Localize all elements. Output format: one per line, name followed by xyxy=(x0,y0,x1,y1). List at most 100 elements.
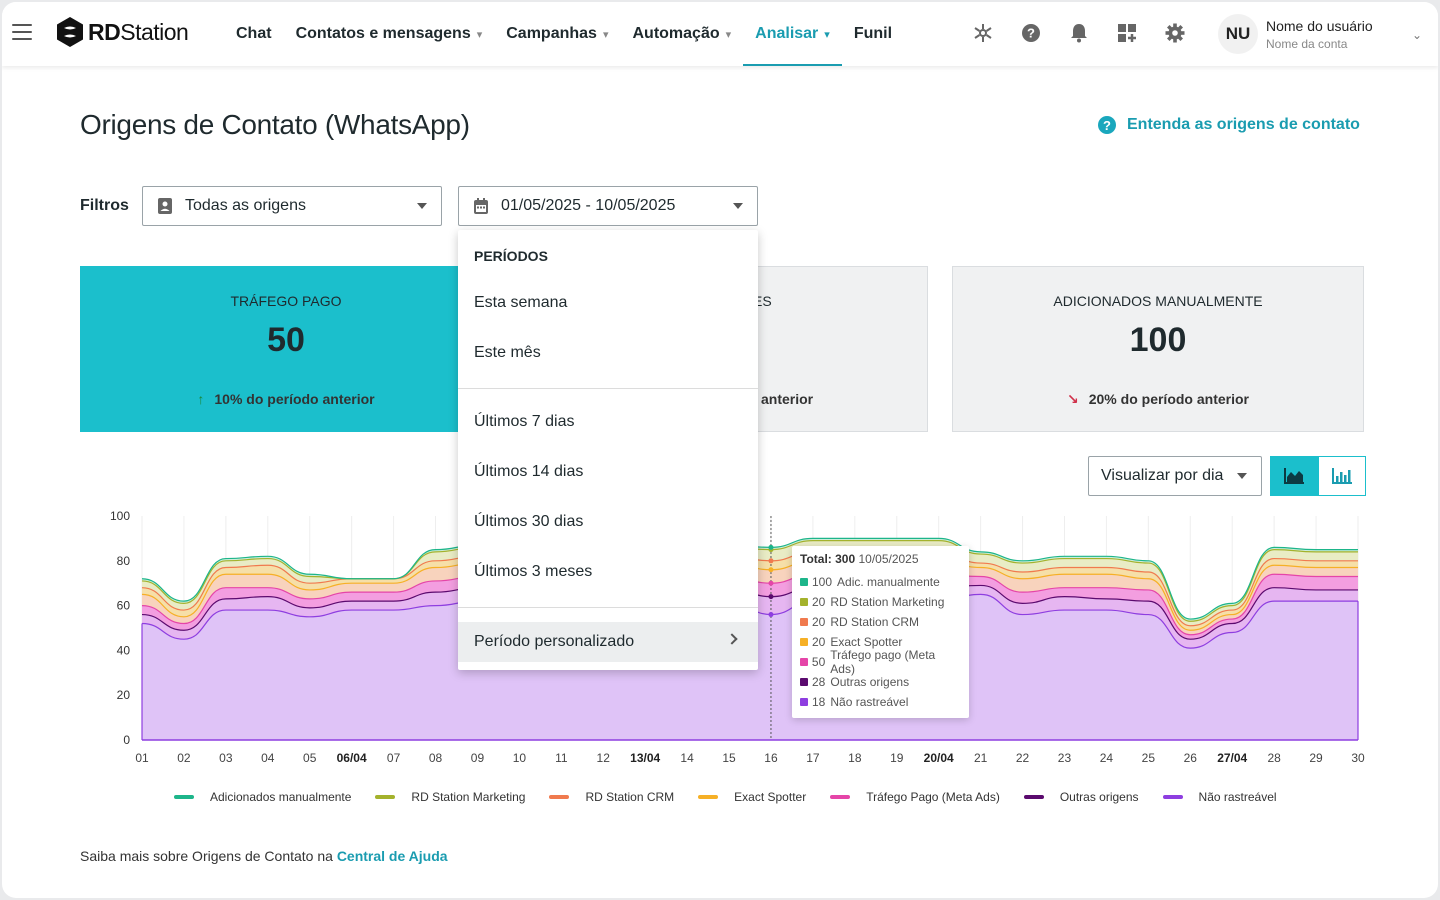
y-tick-label: 20 xyxy=(117,688,131,702)
apps-icon[interactable] xyxy=(1116,22,1138,44)
gear-icon[interactable] xyxy=(1164,22,1186,44)
legend-swatch xyxy=(830,795,851,799)
x-tick-label: 13/04 xyxy=(630,751,660,765)
period-option[interactable]: Últimos 14 dias xyxy=(458,452,758,492)
help-icon[interactable]: ? xyxy=(1020,22,1042,44)
period-option[interactable]: Últimos 3 meses xyxy=(458,552,758,592)
chevron-down-icon[interactable]: ⌄ xyxy=(1412,28,1423,42)
period-option-label: Este mês xyxy=(474,344,541,361)
legend-item[interactable]: RD Station Marketing xyxy=(375,790,525,804)
tooltip-row: 20 RD Station Marketing xyxy=(800,592,961,612)
chevron-right-icon xyxy=(726,633,738,645)
chevron-down-icon: ▾ xyxy=(602,28,609,41)
hover-dot xyxy=(768,567,774,573)
tooltip-label: RD Station CRM xyxy=(830,615,920,629)
nav-item-2[interactable]: Campanhas ▾ xyxy=(494,2,620,66)
view-by-select[interactable]: Visualizar por dia xyxy=(1088,456,1262,496)
x-tick-label: 16 xyxy=(764,751,778,765)
arrow-up-icon: ↑ xyxy=(197,391,205,407)
help-center-link[interactable]: Central de Ajuda xyxy=(336,848,448,864)
tooltip-label: Tráfego pago (Meta Ads) xyxy=(830,648,936,676)
x-tick-label: 17 xyxy=(806,751,820,765)
x-tick-label: 14 xyxy=(680,751,694,765)
caret-down-icon xyxy=(1237,473,1247,479)
footer-note: Saiba mais sobre Origens de Contato na C… xyxy=(80,848,448,864)
legend-swatch xyxy=(1023,795,1044,799)
x-tick-label: 19 xyxy=(890,751,904,765)
help-link[interactable]: ? Entenda as origens de contato xyxy=(1098,116,1360,134)
legend-item[interactable]: RD Station CRM xyxy=(549,790,674,804)
x-tick-label: 09 xyxy=(471,751,485,765)
tooltip-label: Outras origens xyxy=(830,675,910,689)
x-tick-label: 18 xyxy=(848,751,862,765)
legend-label: RD Station Marketing xyxy=(411,790,526,804)
x-tick-label: 24 xyxy=(1100,751,1114,765)
card-trend: 20% do período anterior xyxy=(1088,391,1249,407)
x-tick-label: 25 xyxy=(1142,751,1156,765)
legend-item[interactable]: Tráfego Pago (Meta Ads) xyxy=(830,790,1000,804)
user-menu[interactable]: NU Nome do usuário Nome da conta xyxy=(1218,14,1373,54)
period-option[interactable]: Últimos 7 dias xyxy=(458,402,758,442)
integrations-icon[interactable] xyxy=(972,22,994,44)
nav-item-label: Analisar xyxy=(755,25,819,42)
x-tick-label: 22 xyxy=(1016,751,1030,765)
y-tick-label: 80 xyxy=(117,554,131,568)
legend-item[interactable]: Não rastreável xyxy=(1162,790,1277,804)
period-option[interactable]: Período personalizado xyxy=(458,622,758,662)
date-range-select[interactable]: 01/05/2025 - 10/05/2025 xyxy=(458,186,758,226)
card-title: ES xyxy=(753,293,772,309)
account-name: Nome da conta xyxy=(1266,36,1348,51)
nav-item-1[interactable]: Contatos e mensagens ▾ xyxy=(284,2,495,66)
area-chart-toggle[interactable] xyxy=(1270,456,1318,496)
user-name: Nome do usuário xyxy=(1266,17,1373,34)
periods-header: PERÍODOS xyxy=(474,248,548,264)
period-option[interactable]: Últimos 30 dias xyxy=(458,502,758,542)
area-chart-icon xyxy=(1284,468,1304,484)
nav-item-label: Automação xyxy=(632,25,720,42)
y-tick-label: 100 xyxy=(110,509,130,523)
bar-chart-icon xyxy=(1332,468,1352,484)
x-tick-label: 28 xyxy=(1267,751,1281,765)
card-value: 50 xyxy=(267,321,305,359)
hover-dot xyxy=(768,544,774,550)
tooltip-label: Não rastreável xyxy=(830,695,909,709)
legend-item[interactable]: Adicionados manualmente xyxy=(174,790,351,804)
nav-item-3[interactable]: Automação ▾ xyxy=(620,2,743,66)
hover-dot xyxy=(768,558,774,564)
period-option-label: Últimos 14 dias xyxy=(474,463,584,480)
contact-card-icon xyxy=(158,198,172,214)
period-option[interactable]: Este mês xyxy=(458,333,758,373)
origin-select[interactable]: Todas as origens xyxy=(142,186,442,226)
nav-item-label: Funil xyxy=(853,25,893,42)
date-range-value: 01/05/2025 - 10/05/2025 xyxy=(501,197,676,214)
x-tick-label: 20/04 xyxy=(924,751,954,765)
tooltip-date: 10/05/2025 xyxy=(858,552,919,566)
legend-item[interactable]: Outras origens xyxy=(1023,790,1139,804)
legend-item[interactable]: Exact Spotter xyxy=(698,790,806,804)
nav-item-4[interactable]: Analisar ▾ xyxy=(743,2,842,66)
tooltip-total: Total: 300 xyxy=(800,552,856,566)
area-rd-station-crm xyxy=(142,551,1358,631)
nav-item-0[interactable]: Chat xyxy=(224,2,284,66)
series-swatch xyxy=(800,618,808,626)
menu-icon[interactable] xyxy=(12,24,32,42)
bar-chart-toggle[interactable] xyxy=(1318,456,1366,496)
nav-item-label: Campanhas xyxy=(506,25,597,42)
x-tick-label: 05 xyxy=(303,751,317,765)
tooltip-row: 100 Adic. manualmente xyxy=(800,572,961,592)
nav-item-5[interactable]: Funil xyxy=(842,2,904,66)
bell-icon[interactable] xyxy=(1068,22,1090,44)
period-option[interactable]: Esta semana xyxy=(458,283,758,323)
legend-label: Não rastreável xyxy=(1198,790,1277,804)
logo-mark-icon xyxy=(57,17,83,47)
x-tick-label: 30 xyxy=(1351,751,1365,765)
caret-down-icon xyxy=(733,203,743,209)
paid-traffic-card: TRÁFEGO PAGO 50 ↑ 10% do período anterior xyxy=(80,266,492,432)
area-rd-station-marketing xyxy=(142,540,1358,626)
x-tick-label: 02 xyxy=(177,751,191,765)
series-swatch xyxy=(800,598,808,606)
footer-text: Saiba mais sobre Origens de Contato na xyxy=(80,848,337,864)
y-tick-label: 40 xyxy=(117,643,131,657)
rd-station-logo[interactable]: RDStation xyxy=(56,16,189,48)
